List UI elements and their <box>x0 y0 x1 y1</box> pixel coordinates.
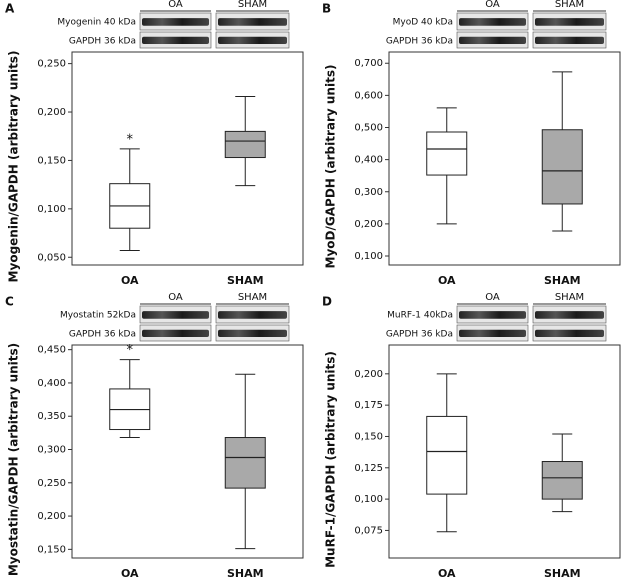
x-tick-label: SHAM <box>544 274 581 287</box>
y-tick-label: 0,050 <box>37 252 66 263</box>
blot-label: GAPDH 36 kDa <box>386 330 453 340</box>
plot-frame <box>71 51 304 266</box>
box <box>541 461 583 500</box>
x-tick-label: OA <box>438 274 456 287</box>
blot-band <box>535 311 604 319</box>
y-axis-label: MyoD/GAPDH (arbitrary units) <box>324 65 338 269</box>
blot-band <box>535 18 604 26</box>
y-tick-label: 0,200 <box>37 511 66 522</box>
y-axis-label: MuRF-1/GAPDH (arbitrary units) <box>324 351 338 568</box>
blot-label: GAPDH 36 kDa <box>69 37 136 47</box>
y-tick-label: 0,350 <box>37 411 66 422</box>
panel-label: D <box>322 295 332 309</box>
group-header: SHAM <box>555 0 584 10</box>
x-tick-label: SHAM <box>544 567 581 580</box>
blot-band <box>535 329 604 337</box>
blot-band <box>218 329 287 337</box>
group-header: OA <box>485 0 500 10</box>
blot-band <box>218 18 287 26</box>
plot-frame <box>71 344 304 559</box>
blot-band <box>142 329 209 337</box>
blot-band <box>142 18 209 26</box>
y-axis-label: Myogenin/GAPDH (arbitrary units) <box>7 51 21 283</box>
y-tick-label: 0,175 <box>354 400 383 411</box>
significance-mark: * <box>127 132 134 147</box>
y-tick-label: 0,300 <box>37 445 66 456</box>
box <box>426 131 468 176</box>
blot-label: Myostatin 52kDa <box>60 311 136 321</box>
y-tick-label: 0,100 <box>354 251 383 262</box>
group-header: SHAM <box>238 0 267 10</box>
panel-label: B <box>322 2 331 16</box>
y-tick-label: 0,700 <box>354 58 383 69</box>
y-tick-label: 0,125 <box>354 463 383 474</box>
blot-band <box>218 36 287 44</box>
y-tick-label: 0,200 <box>354 369 383 380</box>
blot-band <box>459 311 526 319</box>
y-tick-label: 0,150 <box>37 155 66 166</box>
y-tick-label: 0,250 <box>37 478 66 489</box>
y-tick-label: 0,200 <box>354 219 383 230</box>
group-header: OA <box>168 292 183 303</box>
box <box>426 415 468 495</box>
group-header: SHAM <box>555 292 584 303</box>
plot-frame <box>388 344 621 559</box>
y-tick-label: 0,100 <box>354 494 383 505</box>
blot-band <box>218 311 287 319</box>
y-tick-label: 0,600 <box>354 90 383 101</box>
x-tick-label: OA <box>438 567 456 580</box>
group-header: OA <box>485 292 500 303</box>
x-tick-label: OA <box>121 567 139 580</box>
panel: A OA SHAM Myogenin 40 kDa GAPDH 36 kDa 0,050 0… <box>5 0 304 287</box>
box <box>224 437 266 489</box>
blot-band <box>459 18 526 26</box>
panel-label: C <box>5 295 14 309</box>
y-tick-label: 0,300 <box>354 187 383 198</box>
x-tick-label: SHAM <box>227 274 264 287</box>
y-tick-label: 0,500 <box>354 122 383 133</box>
box <box>224 130 266 159</box>
y-tick-label: 0,100 <box>37 204 66 215</box>
blot-band <box>459 36 526 44</box>
blot-label: GAPDH 36 kDa <box>386 37 453 47</box>
y-tick-label: 0,150 <box>37 544 66 555</box>
blot-label: Myogenin 40 kDa <box>57 18 136 28</box>
blot-label: GAPDH 36 kDa <box>69 330 136 340</box>
box <box>541 129 583 205</box>
plot-frame <box>388 51 621 266</box>
panel: C OA SHAM Myostatin 52kDa GAPDH 36 kDa 0,150 0… <box>5 292 304 580</box>
x-tick-label: SHAM <box>227 567 264 580</box>
y-axis-label: Myostatin/GAPDH (arbitrary units) <box>7 343 21 576</box>
blot-band <box>459 329 526 337</box>
group-header: OA <box>168 0 183 10</box>
y-tick-label: 0,075 <box>354 525 383 536</box>
y-tick-label: 0,450 <box>37 345 66 356</box>
blot-label: MyoD 40 kDa <box>393 18 453 28</box>
significance-mark: * <box>127 343 134 358</box>
blot-band <box>142 36 209 44</box>
y-tick-label: 0,200 <box>37 107 66 118</box>
panel-label: A <box>5 2 15 16</box>
y-tick-label: 0,150 <box>354 431 383 442</box>
x-tick-label: OA <box>121 274 139 287</box>
group-header: SHAM <box>238 292 267 303</box>
blot-label: MuRF-1 40kDa <box>387 311 453 321</box>
y-tick-label: 0,250 <box>37 59 66 70</box>
y-tick-label: 0,400 <box>354 155 383 166</box>
blot-band <box>535 36 604 44</box>
blot-band <box>142 311 209 319</box>
panel: B OA SHAM MyoD 40 kDa GAPDH 36 kDa 0,100 0,200… <box>322 0 621 287</box>
panel: D OA SHAM MuRF-1 40kDa GAPDH 36 kDa 0,075 0,10… <box>322 292 621 580</box>
y-tick-label: 0,400 <box>37 378 66 389</box>
